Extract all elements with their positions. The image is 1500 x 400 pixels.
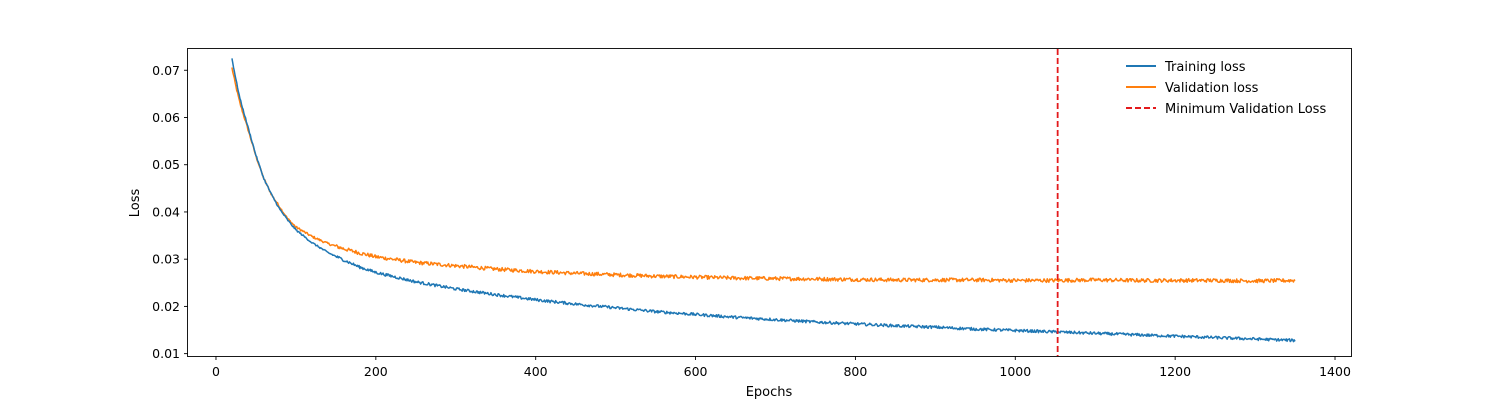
plot-content [231,49,1296,356]
legend-label-training-loss: Training loss [1164,60,1246,75]
y-tick-label: 0.07 [152,63,180,78]
x-axis-ticks: 0 200 400 600 800 1000 1200 1400 [212,356,1351,379]
x-tick-label: 800 [843,364,867,379]
series-line-validation-loss [231,67,1296,284]
x-axis-label: Epochs [746,385,793,400]
y-tick-label: 0.06 [152,110,180,125]
plot-frame [187,48,1352,357]
y-tick-label: 0.04 [152,204,180,219]
x-tick-label: 0 [212,364,220,379]
y-tick-label: 0.05 [152,157,180,172]
x-tick-label: 1000 [999,364,1031,379]
y-tick-label: 0.02 [152,299,180,314]
series-line-training-loss [231,58,1296,343]
x-tick-label: 600 [684,364,708,379]
x-tick-label: 400 [524,364,548,379]
y-tick-label: 0.03 [152,252,180,267]
x-tick-label: 200 [364,364,388,379]
y-tick-label: 0.01 [152,346,180,361]
legend: Training loss Validation loss Minimum Va… [1126,60,1326,117]
x-tick-label: 1400 [1319,364,1351,379]
legend-label-minimum-validation-loss: Minimum Validation Loss [1165,102,1326,117]
legend-label-validation-loss: Validation loss [1165,81,1259,96]
y-axis-label: Loss [128,189,143,218]
x-tick-label: 1200 [1159,364,1191,379]
y-axis-ticks: 0.01 0.02 0.03 0.04 0.05 0.06 0.07 [152,63,188,361]
